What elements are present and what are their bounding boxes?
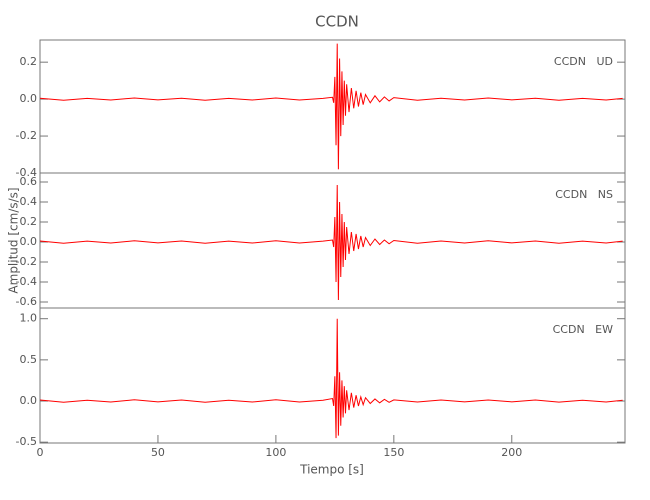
y-tick-label: -0.4 xyxy=(16,166,37,179)
x-tick-label: 100 xyxy=(265,446,286,459)
x-tick-label: 0 xyxy=(37,446,44,459)
waveform xyxy=(39,318,623,439)
panel-label: CCDN UD xyxy=(554,55,613,68)
y-tick-label: -0.5 xyxy=(16,435,37,448)
y-tick-label: -0.2 xyxy=(16,255,37,268)
panel-frame xyxy=(39,307,626,444)
x-tick-label: 50 xyxy=(151,446,165,459)
y-tick-label: 0.0 xyxy=(20,235,38,248)
y-tick-label: 0.0 xyxy=(20,92,38,105)
y-tick-label: 0.2 xyxy=(20,215,38,228)
y-tick-label: 0.5 xyxy=(20,353,38,366)
panel-frame xyxy=(39,39,626,174)
y-tick-label: -0.6 xyxy=(16,295,37,308)
y-tick-label: 0.4 xyxy=(20,195,38,208)
y-tick-label: 0.2 xyxy=(20,55,38,68)
chart-title: CCDN xyxy=(315,13,359,31)
y-tick-label: 0.6 xyxy=(20,175,38,188)
y-axis-label: Amplitud [cm/s/s] xyxy=(7,187,21,293)
y-tick-label: 1.0 xyxy=(20,312,38,325)
waveform xyxy=(39,184,623,301)
x-tick-label: 150 xyxy=(383,446,404,459)
panel-label: CCDN NS xyxy=(555,188,613,201)
x-tick-label: 200 xyxy=(501,446,522,459)
waveform xyxy=(39,43,623,170)
y-tick-label: 0.0 xyxy=(20,394,38,407)
panel-label: CCDN EW xyxy=(553,323,614,336)
y-tick-label: -0.2 xyxy=(16,129,37,142)
y-tick-label: -0.4 xyxy=(16,275,37,288)
x-axis-label: Tiempo [s] xyxy=(299,463,364,477)
